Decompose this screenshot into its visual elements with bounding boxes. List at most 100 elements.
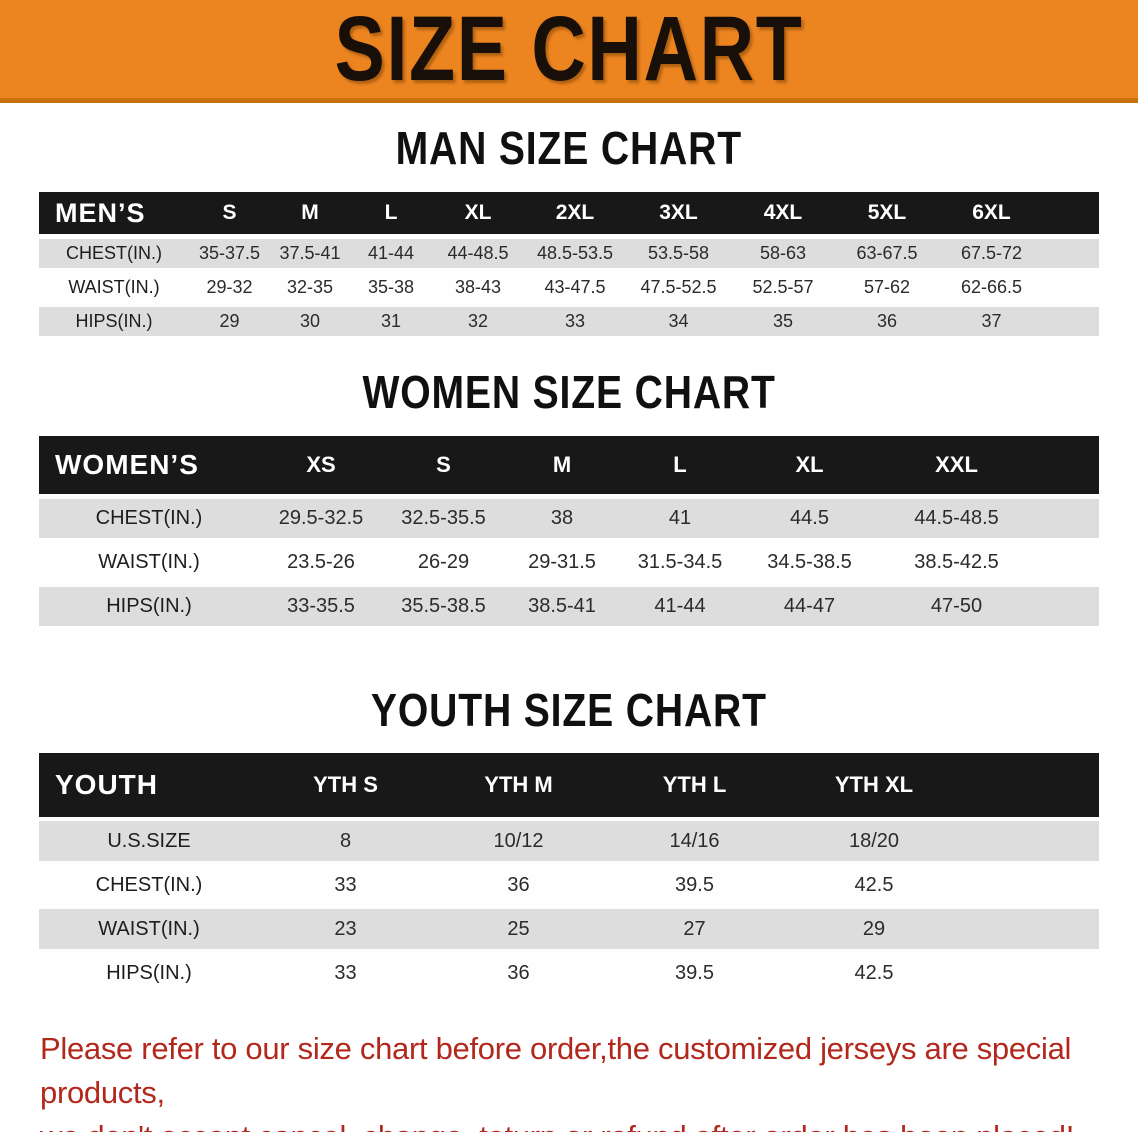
size-column-header: XXL bbox=[879, 436, 1034, 494]
order-notice: Please refer to our size chart before or… bbox=[40, 1027, 1122, 1132]
size-value-cell: 37 bbox=[939, 307, 1044, 336]
size-column-header: YTH M bbox=[432, 753, 605, 817]
size-value-cell: 58-63 bbox=[731, 239, 835, 268]
size-value-cell: 27 bbox=[605, 909, 784, 949]
size-value-cell: 42.5 bbox=[784, 953, 964, 993]
size-value-cell: 67.5-72 bbox=[939, 239, 1044, 268]
size-value-cell: 34.5-38.5 bbox=[740, 543, 879, 582]
measure-row-label: CHEST(IN.) bbox=[39, 499, 259, 538]
size-value-cell: 44.5-48.5 bbox=[879, 499, 1034, 538]
row-filler bbox=[964, 909, 1099, 949]
size-value-cell: 48.5-53.5 bbox=[524, 239, 626, 268]
measure-row-label: WAIST(IN.) bbox=[39, 909, 259, 949]
size-value-cell: 47.5-52.5 bbox=[626, 273, 731, 302]
header-filler bbox=[964, 753, 1099, 817]
measure-row-label: CHEST(IN.) bbox=[39, 239, 189, 268]
size-column-header: 6XL bbox=[939, 192, 1044, 234]
row-filler bbox=[1034, 499, 1099, 538]
size-value-cell: 35 bbox=[731, 307, 835, 336]
size-column-header: XL bbox=[740, 436, 879, 494]
page-title-text: SIZE CHART bbox=[334, 0, 804, 100]
banner: SIZE CHART bbox=[0, 0, 1138, 103]
size-value-cell: 43-47.5 bbox=[524, 273, 626, 302]
row-filler bbox=[1034, 543, 1099, 582]
size-value-cell: 32-35 bbox=[270, 273, 350, 302]
size-column-header: L bbox=[350, 192, 432, 234]
size-value-cell: 57-62 bbox=[835, 273, 939, 302]
size-value-cell: 36 bbox=[432, 953, 605, 993]
header-filler bbox=[1044, 192, 1099, 234]
man-size-chart-section: MAN SIZE CHART MEN’S S M L XL 2XL 3XL 4XL 5XL 6XL… bbox=[0, 123, 1138, 341]
size-column-header: 5XL bbox=[835, 192, 939, 234]
size-value-cell: 38.5-41 bbox=[504, 587, 620, 626]
size-value-cell: 44-48.5 bbox=[432, 239, 524, 268]
women-size-table: WOMEN’S XS S M L XL XXL CHEST(IN.) 29.5-32.5 32.5… bbox=[39, 431, 1099, 631]
men-size-table: MEN’S S M L XL 2XL 3XL 4XL 5XL 6XL CHEST(IN.) 35-37… bbox=[39, 187, 1099, 341]
size-column-header: XL bbox=[432, 192, 524, 234]
size-value-cell: 38-43 bbox=[432, 273, 524, 302]
size-value-cell: 26-29 bbox=[383, 543, 504, 582]
size-value-cell: 39.5 bbox=[605, 865, 784, 905]
size-value-cell: 36 bbox=[835, 307, 939, 336]
youth-size-chart-section: YOUTH SIZE CHART YOUTH YTH S YTH M YTH L YTH… bbox=[0, 685, 1138, 997]
size-column-header: M bbox=[270, 192, 350, 234]
women-size-chart-section: WOMEN SIZE CHART WOMEN’S XS S M L XL XXL CHEST(… bbox=[0, 367, 1138, 631]
women-size-chart-heading-text: WOMEN SIZE CHART bbox=[362, 366, 776, 418]
size-value-cell: 39.5 bbox=[605, 953, 784, 993]
size-value-cell: 35.5-38.5 bbox=[383, 587, 504, 626]
size-value-cell: 30 bbox=[270, 307, 350, 336]
size-value-cell: 33 bbox=[259, 865, 432, 905]
man-size-chart-heading-text: MAN SIZE CHART bbox=[395, 122, 743, 174]
size-column-header: YTH L bbox=[605, 753, 784, 817]
size-value-cell: 62-66.5 bbox=[939, 273, 1044, 302]
size-value-cell: 29-32 bbox=[189, 273, 270, 302]
size-value-cell: 34 bbox=[626, 307, 731, 336]
notice-line-1: Please refer to our size chart before or… bbox=[40, 1031, 1072, 1110]
size-value-cell: 47-50 bbox=[879, 587, 1034, 626]
page-title: SIZE CHART bbox=[283, 3, 855, 95]
women-size-chart-heading: WOMEN SIZE CHART bbox=[0, 367, 1138, 417]
measure-row-label: HIPS(IN.) bbox=[39, 307, 189, 336]
size-column-header: 2XL bbox=[524, 192, 626, 234]
measure-row-label: CHEST(IN.) bbox=[39, 865, 259, 905]
row-filler bbox=[1034, 587, 1099, 626]
size-value-cell: 44-47 bbox=[740, 587, 879, 626]
header-filler bbox=[1034, 436, 1099, 494]
size-value-cell: 32 bbox=[432, 307, 524, 336]
size-column-header: YTH S bbox=[259, 753, 432, 817]
row-filler bbox=[1044, 307, 1099, 336]
measure-row-label: HIPS(IN.) bbox=[39, 953, 259, 993]
size-value-cell: 29 bbox=[784, 909, 964, 949]
size-column-header: XS bbox=[259, 436, 383, 494]
size-value-cell: 23.5-26 bbox=[259, 543, 383, 582]
size-value-cell: 31.5-34.5 bbox=[620, 543, 740, 582]
size-value-cell: 14/16 bbox=[605, 821, 784, 861]
size-column-header: L bbox=[620, 436, 740, 494]
size-value-cell: 38 bbox=[504, 499, 620, 538]
row-filler bbox=[1044, 273, 1099, 302]
size-value-cell: 63-67.5 bbox=[835, 239, 939, 268]
size-value-cell: 33 bbox=[524, 307, 626, 336]
youth-size-table: YOUTH YTH S YTH M YTH L YTH XL U.S.SIZE 8 10/12… bbox=[39, 749, 1099, 997]
men-group-label: MEN’S bbox=[39, 192, 189, 234]
youth-group-label: YOUTH bbox=[39, 753, 259, 817]
size-value-cell: 32.5-35.5 bbox=[383, 499, 504, 538]
size-value-cell: 44.5 bbox=[740, 499, 879, 538]
size-value-cell: 42.5 bbox=[784, 865, 964, 905]
size-value-cell: 53.5-58 bbox=[626, 239, 731, 268]
row-filler bbox=[964, 953, 1099, 993]
size-column-header: 4XL bbox=[731, 192, 835, 234]
size-value-cell: 41 bbox=[620, 499, 740, 538]
size-value-cell: 52.5-57 bbox=[731, 273, 835, 302]
women-group-label: WOMEN’S bbox=[39, 436, 259, 494]
measure-row-label: U.S.SIZE bbox=[39, 821, 259, 861]
size-value-cell: 41-44 bbox=[350, 239, 432, 268]
size-value-cell: 29.5-32.5 bbox=[259, 499, 383, 538]
size-value-cell: 36 bbox=[432, 865, 605, 905]
row-filler bbox=[964, 865, 1099, 905]
size-value-cell: 8 bbox=[259, 821, 432, 861]
size-value-cell: 38.5-42.5 bbox=[879, 543, 1034, 582]
youth-size-chart-heading: YOUTH SIZE CHART bbox=[0, 685, 1138, 735]
size-value-cell: 35-38 bbox=[350, 273, 432, 302]
